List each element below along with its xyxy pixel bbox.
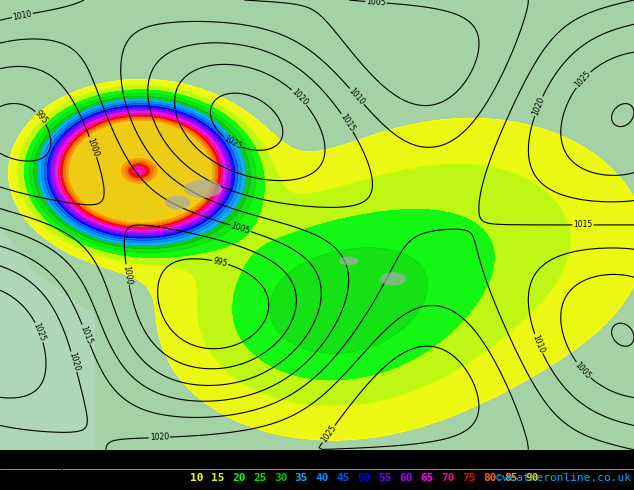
Ellipse shape [165, 196, 190, 209]
Text: 85: 85 [504, 473, 517, 483]
Text: 1020: 1020 [150, 433, 169, 442]
Text: 1010: 1010 [12, 9, 32, 22]
Text: Surface pressure [hPa] ECMWF: Surface pressure [hPa] ECMWF [3, 458, 203, 471]
Text: 20: 20 [232, 473, 245, 483]
Text: 30: 30 [274, 473, 287, 483]
Text: 1025: 1025 [573, 70, 593, 90]
Text: 50: 50 [358, 473, 371, 483]
Text: Th 13-06-2024 06:00 UTC (00+198): Th 13-06-2024 06:00 UTC (00+198) [403, 458, 631, 471]
Text: 1020: 1020 [531, 96, 547, 117]
Text: 1005: 1005 [573, 360, 593, 381]
Text: 1010: 1010 [347, 86, 366, 107]
Text: 25: 25 [253, 473, 266, 483]
Text: 1020: 1020 [290, 87, 309, 107]
Text: 1005: 1005 [230, 221, 251, 236]
Text: 1000: 1000 [122, 265, 133, 285]
Text: 10: 10 [190, 473, 204, 483]
Text: Isotachs 10m (km/h): Isotachs 10m (km/h) [3, 473, 131, 483]
Ellipse shape [184, 180, 222, 198]
Text: 35: 35 [295, 473, 308, 483]
Text: 60: 60 [399, 473, 413, 483]
Text: 1025: 1025 [320, 423, 338, 444]
Text: 1020: 1020 [67, 351, 81, 372]
Text: 45: 45 [337, 473, 350, 483]
Text: 80: 80 [483, 473, 496, 483]
Text: 65: 65 [420, 473, 434, 483]
Polygon shape [0, 225, 95, 450]
Text: 40: 40 [316, 473, 329, 483]
Text: 70: 70 [441, 473, 455, 483]
Text: 1025: 1025 [32, 321, 48, 343]
Text: 1005: 1005 [366, 0, 386, 7]
Text: 995: 995 [33, 109, 49, 126]
Text: 1025: 1025 [222, 134, 243, 151]
Ellipse shape [380, 272, 406, 286]
Text: 15: 15 [211, 473, 224, 483]
Text: ©weatheronline.co.uk: ©weatheronline.co.uk [496, 473, 631, 483]
Text: 55: 55 [378, 473, 392, 483]
Text: 1015: 1015 [339, 112, 356, 133]
Text: 1015: 1015 [573, 220, 593, 229]
Text: 1015: 1015 [78, 324, 94, 345]
Ellipse shape [339, 256, 358, 266]
Text: 75: 75 [462, 473, 476, 483]
Text: 1010: 1010 [531, 333, 547, 354]
Text: 995: 995 [212, 256, 228, 269]
Text: 90: 90 [525, 473, 538, 483]
Text: 1000: 1000 [86, 136, 101, 158]
